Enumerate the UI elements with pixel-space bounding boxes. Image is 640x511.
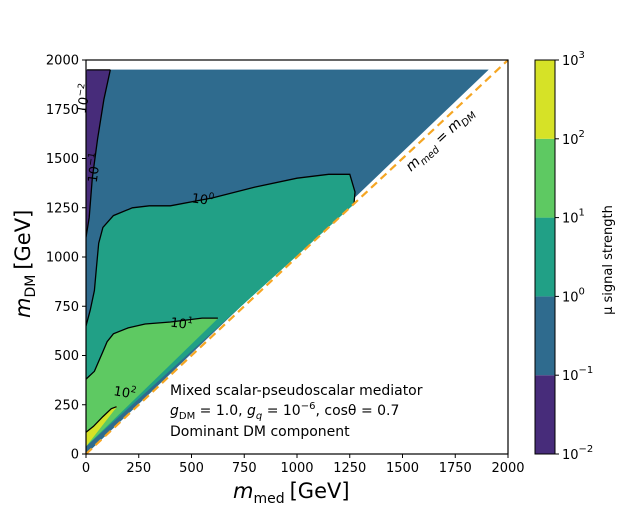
colorbar-tick-label: 101: [562, 208, 585, 227]
colorbar: 10−2 10−1 100 101 102 103: [534, 50, 593, 463]
contour-line-1: [86, 69, 111, 238]
contour-label-1: 10−1: [84, 152, 105, 184]
y-tick-label: 500: [54, 349, 79, 364]
x-tick-label: 1750: [439, 461, 472, 476]
contour-lines: [86, 69, 356, 433]
y-tick-label: 1500: [46, 152, 79, 167]
colorbar-tick-label: 103: [562, 50, 585, 69]
contour-line-2: [86, 173, 356, 327]
colorbar-segment-1: [535, 296, 555, 376]
colorbar-tick-label: 102: [562, 129, 585, 148]
diagonal-label: mmed = mDM: [403, 104, 479, 177]
x-tick-label: 750: [232, 461, 257, 476]
annotation-line-1: Mixed scalar-pseudoscalar mediator: [170, 383, 423, 399]
y-tick-label: 1750: [46, 103, 79, 118]
colorbar-segment-3: [535, 138, 555, 218]
colorbar-frame: [534, 59, 556, 455]
y-tick-label: 2000: [46, 54, 79, 69]
y-tick-label: 0: [71, 448, 79, 463]
x-tick-label: 1000: [280, 461, 313, 476]
x-axis: 0 250 500 750 1000 1250 1500 1750 2000: [82, 454, 525, 476]
x-axis-label: mmed [GeV]: [233, 479, 350, 507]
annotation-line-3: Dominant DM component: [170, 424, 350, 440]
x-tick-label: 1250: [333, 461, 366, 476]
y-axis-label: mDM[GeV]: [11, 210, 39, 318]
colorbar-tick-label: 10−1: [562, 365, 593, 384]
colorbar-segment-4: [535, 60, 555, 139]
y-tick-label: 750: [54, 300, 79, 315]
contour-label-3: 101: [169, 313, 193, 333]
y-tick-label: 250: [54, 398, 79, 413]
colorbar-tick-label: 10−2: [562, 444, 593, 463]
contour-label-2: 100: [191, 189, 216, 209]
x-tick-label: 0: [82, 461, 90, 476]
contour-label-4: 102: [112, 382, 137, 403]
contour-line-4: [86, 406, 117, 433]
diagonal-line: [85, 59, 509, 455]
contour-labels: 10−2 10−1 100 101 102: [73, 82, 216, 403]
x-tick-label: 250: [126, 461, 151, 476]
contour-line-3: [86, 317, 218, 380]
x-tick-label: 500: [179, 461, 204, 476]
y-axis: 0 250 500 750 1000 1250 1500 1750 2000: [46, 54, 86, 463]
y-tick-label: 1000: [46, 251, 79, 266]
colorbar-label: μ signal strength: [601, 205, 616, 315]
colorbar-segment-0: [535, 375, 555, 454]
x-tick-label: 2000: [491, 461, 524, 476]
colorbar-tick-label: 100: [562, 286, 585, 305]
x-tick-label: 1500: [386, 461, 419, 476]
y-tick-label: 1250: [46, 201, 79, 216]
annotation-line-2: gDM = 1.0, gq = 10−6, cosθ = 0.7: [170, 401, 399, 422]
contour-label-0: 10−2: [73, 82, 95, 114]
colorbar-segment-2: [535, 217, 555, 297]
